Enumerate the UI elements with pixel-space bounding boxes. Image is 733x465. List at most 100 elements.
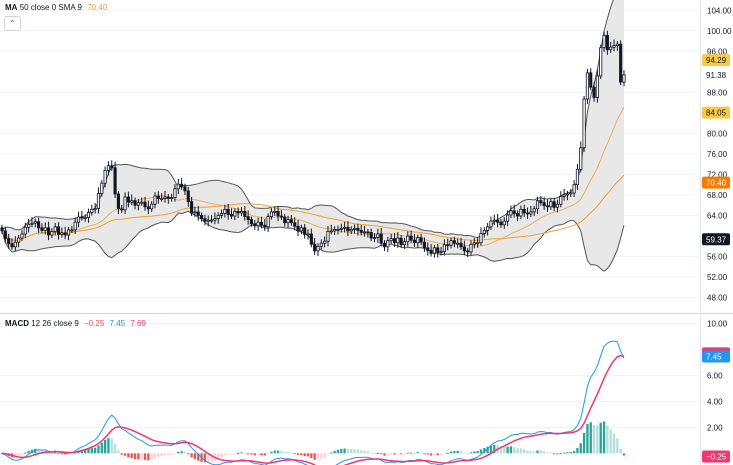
macd-histogram-bar [576,448,579,454]
candle [519,205,523,220]
candle-body [70,229,74,232]
candle [339,223,343,233]
candle [619,40,623,86]
macd-histogram-bar [50,452,54,454]
candle-body [80,216,84,219]
candle [243,206,247,221]
macd-histogram-bar [619,448,622,454]
macd-histogram-bar [170,453,173,455]
candle [382,240,387,251]
candle-body [456,242,460,245]
candle-body [233,211,237,217]
candle [299,224,303,234]
macd-histogram-bar [173,453,177,455]
price-label: 70.40 [702,176,730,189]
candle-body [223,208,227,214]
candle-body [163,196,167,199]
candle-body [63,232,67,236]
candle-body [43,227,47,231]
candle [226,203,230,220]
price-tick-label: 64.00 [707,212,728,221]
price-label-text: 91.38 [706,71,727,80]
bollinger-band-fill [2,0,624,272]
price-label-bg [702,69,730,82]
candle-body [239,211,244,214]
candle [47,221,51,241]
macd-line [1,340,625,465]
candle [462,240,466,256]
macd-histogram-bar [17,453,20,457]
macd-histogram-bar [589,422,592,454]
candle-body [116,193,120,210]
candle [532,205,536,217]
collapse-legend-chevron-icon[interactable]: ⌃ [4,16,21,31]
macd-histogram-bar [306,453,310,457]
candle-body [236,211,240,214]
candle [133,197,137,210]
macd-histogram-bar [303,453,306,457]
candle-body [73,221,77,231]
price-label-text: 84.05 [706,109,727,118]
candle-body [419,237,423,243]
macd-histogram-bar [509,446,513,454]
candle-body [146,206,150,210]
candle [506,210,510,227]
candle-body [37,221,41,229]
macd-histogram-bar [210,453,213,462]
candle-body [276,211,280,217]
candle [23,222,27,239]
macd-histogram-bar [350,449,353,454]
macd-histogram-bar [103,439,107,454]
candle [525,207,530,220]
candle-body [266,216,270,228]
candle [176,178,180,194]
candle [569,189,573,198]
candle [552,197,556,212]
candle [366,228,370,238]
macd-value-label: 7.45 [702,350,730,363]
candle [432,244,436,258]
candle [273,206,277,217]
candle-body [429,249,433,254]
macd-histogram-bar [34,448,37,454]
candle [110,160,114,171]
candle [86,208,91,223]
candle [565,190,570,201]
candle [429,244,433,257]
macd-histogram-bar [439,453,443,456]
candle-body [366,231,370,234]
macd-value-label-bg [702,450,730,463]
price-label: 84.05 [702,106,730,119]
price-label-bg [702,233,730,246]
macd-histogram-bar [416,452,419,454]
ma-value: 70.40 [87,3,108,12]
macd-histogram-bar [499,446,503,454]
candle-body [309,233,313,245]
candle-body [406,235,410,243]
candle-body [259,221,264,226]
candle [196,205,200,221]
macd-line-value: 7.45 [109,319,126,328]
candle [193,206,197,218]
candle-body [346,226,350,232]
price-tick-label: 104.00 [707,6,732,15]
candle-body [0,227,4,232]
macd-histogram-bar [559,453,562,455]
candle-body [140,201,144,204]
candle [575,163,579,190]
macd-histogram-bar [260,453,263,456]
macd-histogram-bar [592,424,596,454]
candle [492,214,496,226]
macd-histogram-bar [453,451,456,454]
candle [93,202,97,214]
candle [53,222,57,236]
candle-body [10,243,14,248]
macd-histogram-bar [283,451,286,454]
macd-histogram-bar [396,453,399,455]
macd-histogram-bar [24,452,27,454]
candle [249,216,254,227]
candle [219,209,224,219]
candle-body [555,203,560,208]
candle-body [502,220,506,226]
